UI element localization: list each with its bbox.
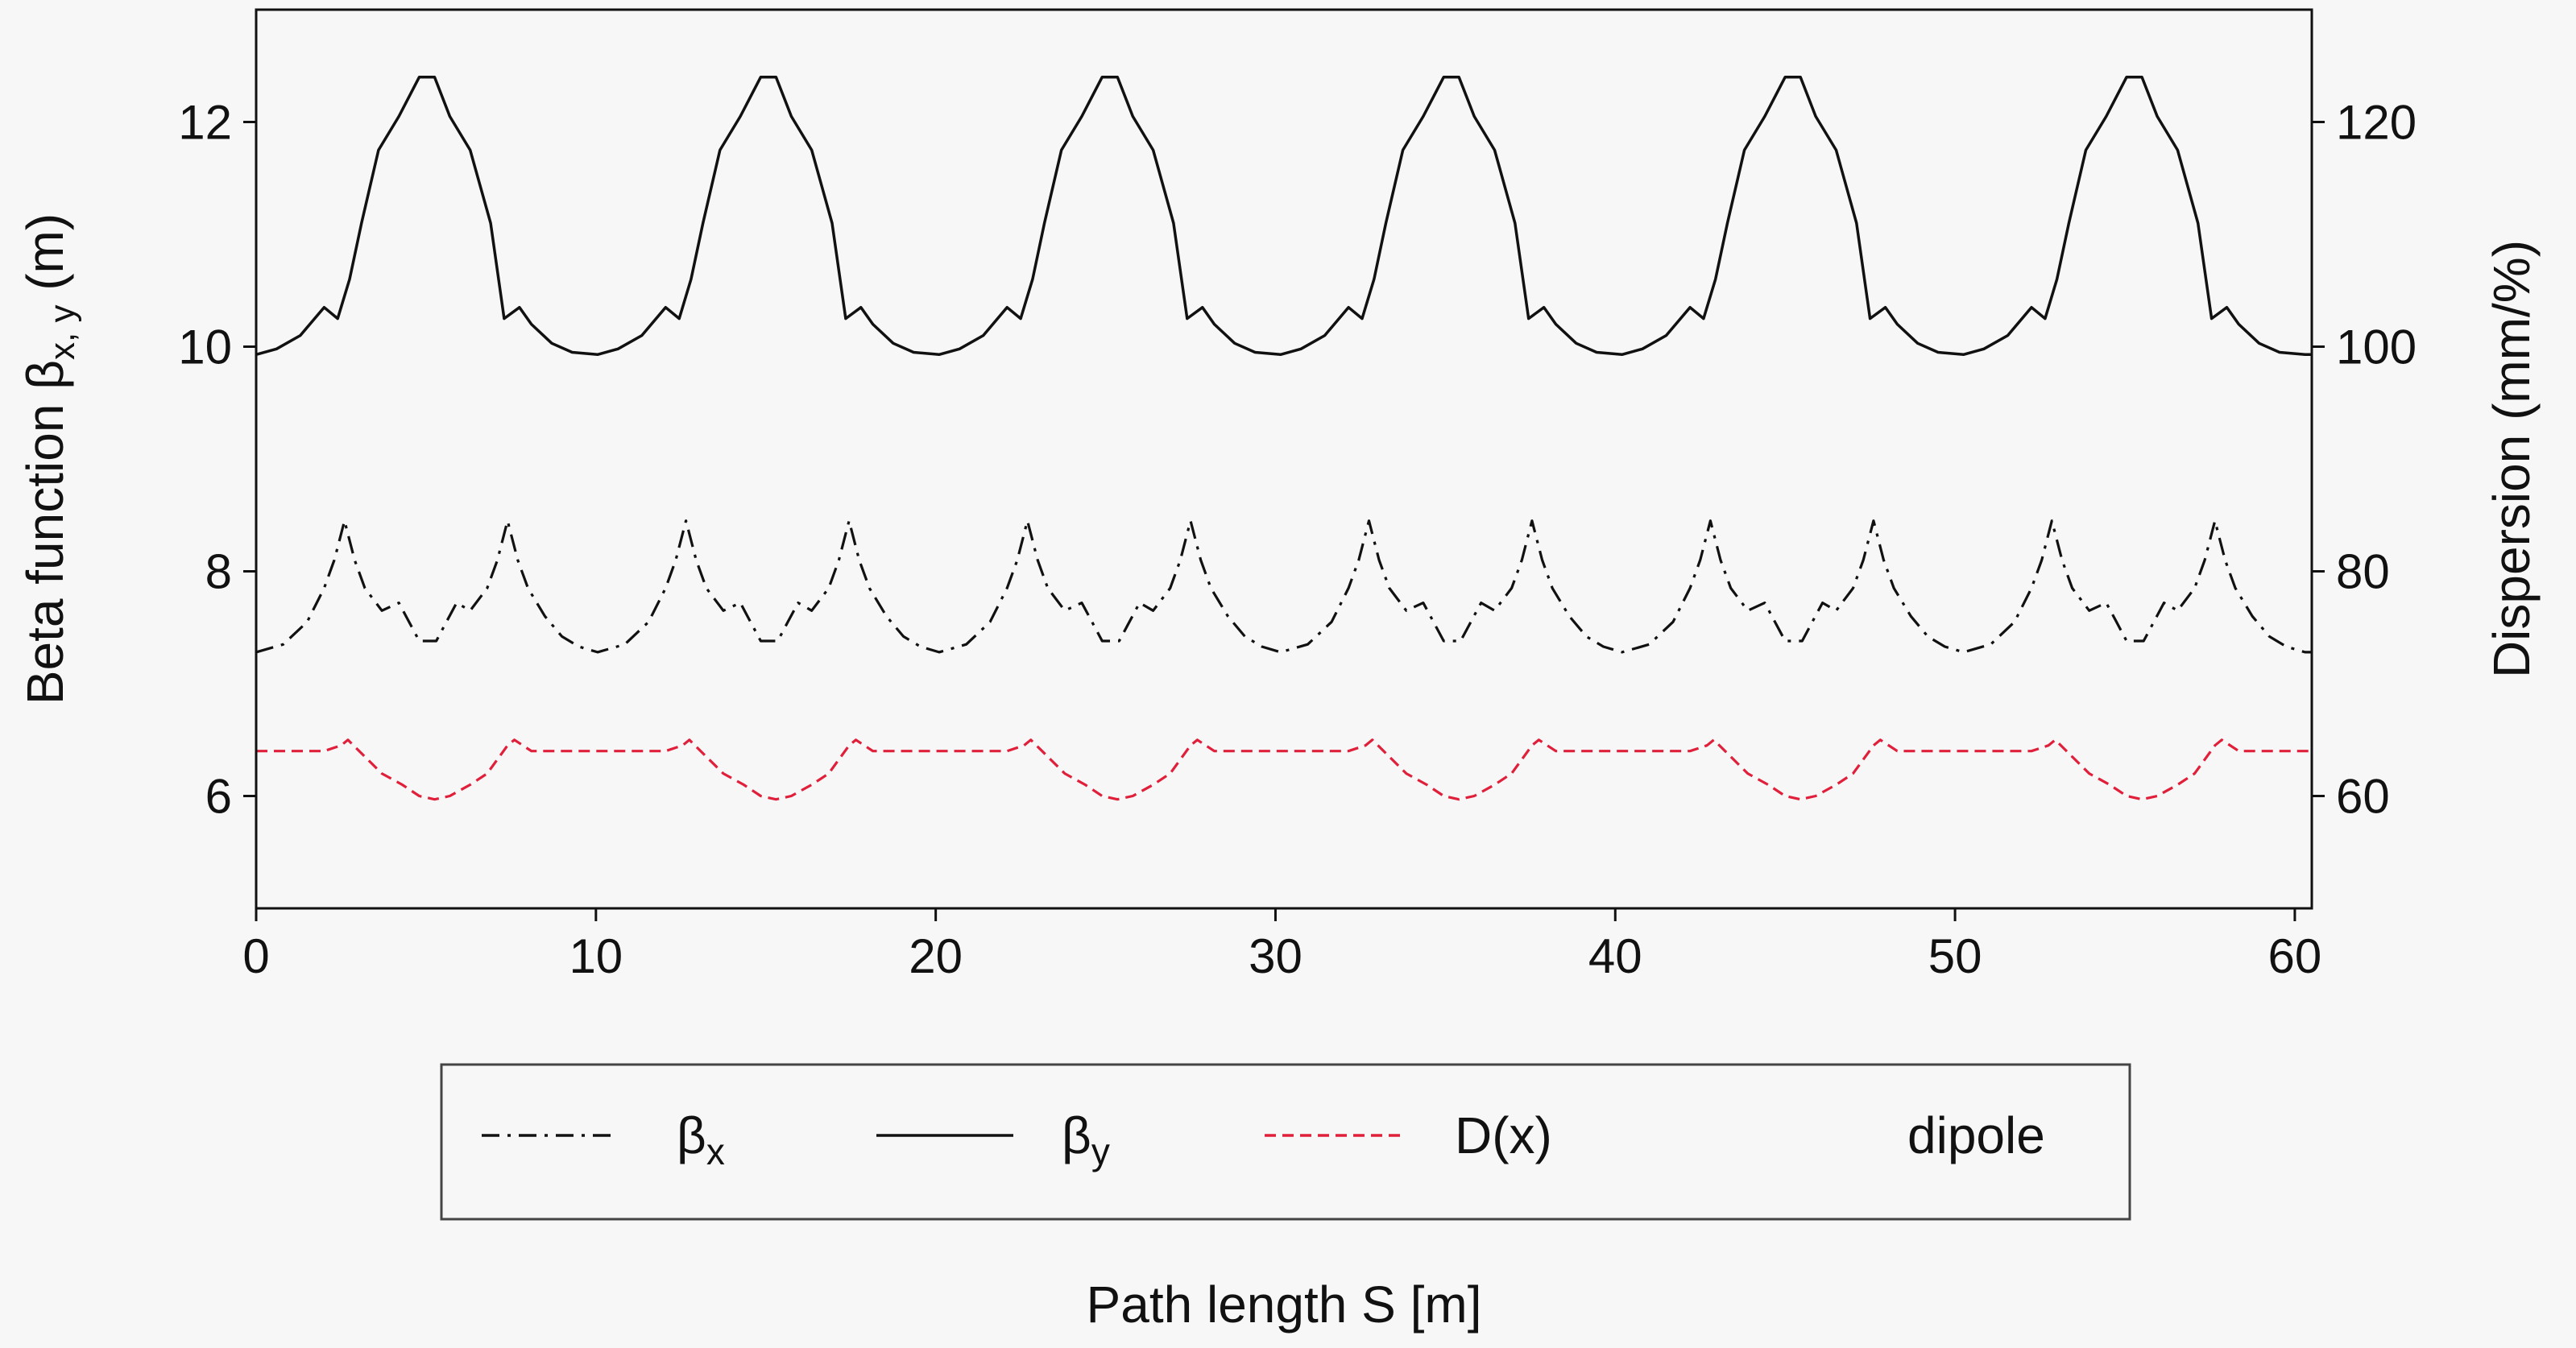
y-axis-label-main: Beta function β [16, 360, 74, 705]
x-tick-label: 20 [909, 929, 963, 983]
x-tick-label: 40 [1588, 929, 1642, 983]
y2-tick-label: 100 [2336, 320, 2417, 374]
y-tick-label: 10 [178, 320, 232, 374]
series-line-dispersion [256, 738, 2312, 801]
x-tick-label: 10 [569, 929, 623, 983]
legend: βx βy D(x) dipole [440, 1063, 2131, 1221]
x-tick-label: 30 [1249, 929, 1302, 983]
series-line-beta-x [255, 519, 2312, 654]
y2-tick-label: 60 [2336, 770, 2390, 824]
y-tick-label: 8 [205, 545, 232, 599]
series-layer [255, 75, 2312, 801]
y-axis-label-unit: (m) [16, 213, 74, 305]
legend-label: βy [1062, 1106, 1110, 1172]
x-tick-label: 60 [2268, 929, 2322, 983]
legend-label: D(x) [1455, 1106, 1552, 1164]
legend-label: βx [677, 1106, 725, 1172]
y-tick-label: 12 [178, 96, 232, 150]
plot-frame [255, 8, 2313, 910]
y2-tick-label: 80 [2336, 545, 2390, 599]
y2-axis-label: Dispersion (mm/%) [2483, 240, 2541, 678]
x-axis-label: Path length S [m] [1087, 1276, 1482, 1334]
legend-box [440, 1063, 2131, 1221]
y-axis-label: Beta function βx, y (m) [16, 213, 82, 705]
y2-tick-label: 120 [2336, 96, 2417, 150]
legend-label: dipole [1907, 1106, 2045, 1164]
x-axis: 0 10 20 30 40 50 60 [242, 908, 2321, 983]
x-tick-label: 0 [242, 929, 269, 983]
y-axis-right: 60 80 100 120 [2312, 96, 2417, 824]
series-line-beta-y [255, 75, 2312, 357]
x-tick-label: 50 [1928, 929, 1982, 983]
y-tick-label: 6 [205, 770, 232, 824]
y-axis-label-subscript: x, y [43, 305, 82, 360]
y-axis-left: 6 8 10 12 [178, 96, 256, 824]
